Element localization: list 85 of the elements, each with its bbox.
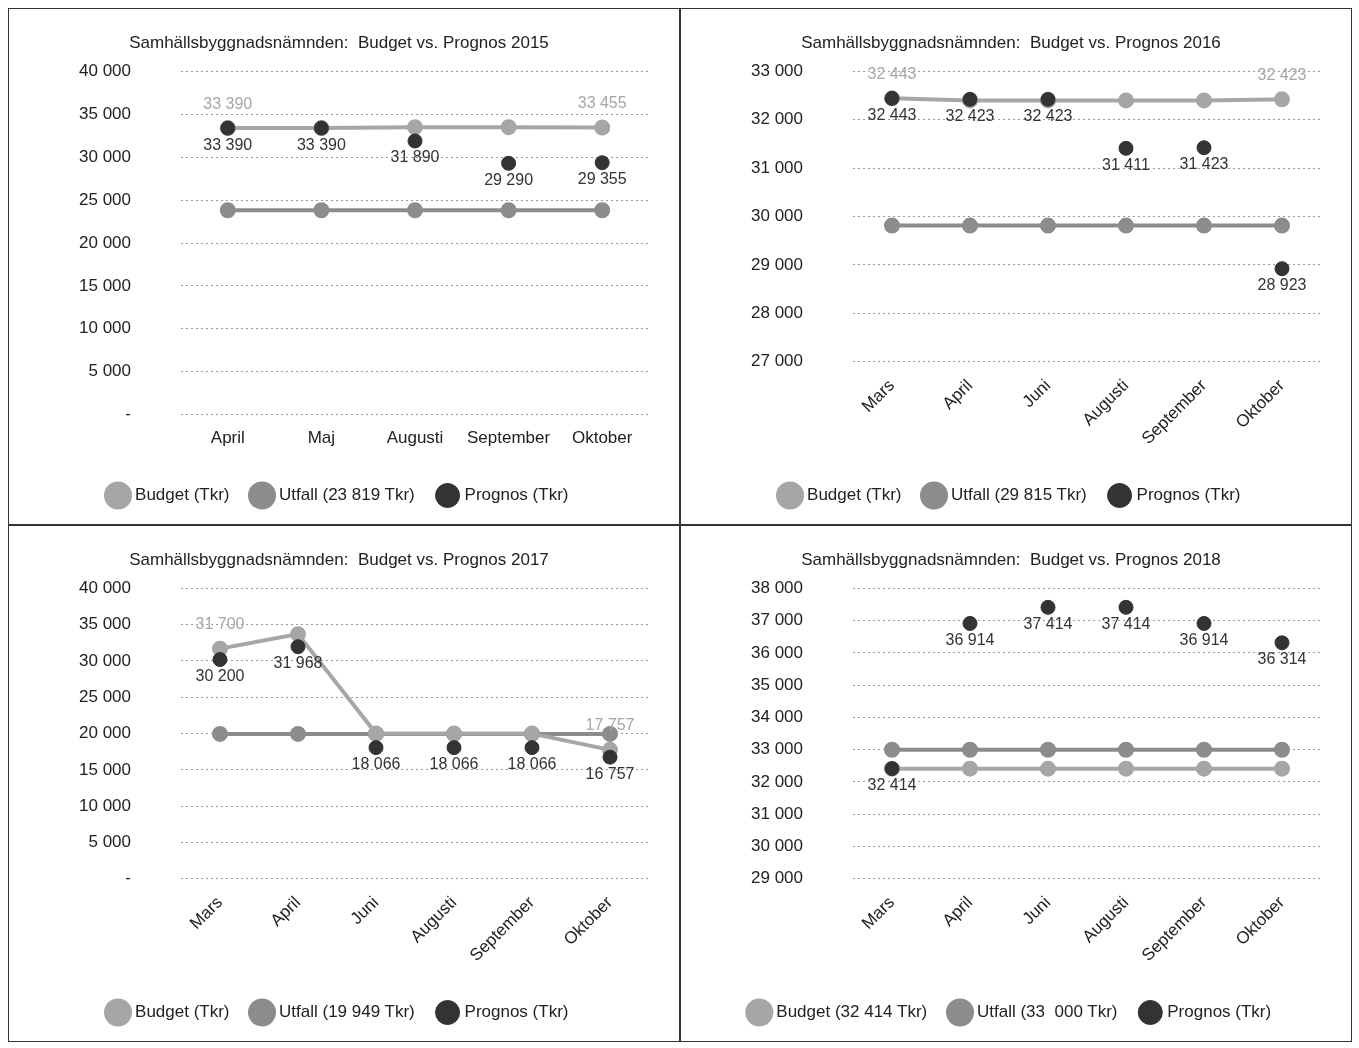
y-tick-label: 35 000: [751, 674, 803, 694]
y-tick-label: 25 000: [79, 189, 131, 209]
data-label: 18 066: [351, 755, 401, 773]
x-tick-label: April: [210, 428, 245, 448]
y-tick-label: 37 000: [751, 610, 803, 630]
y-tick-label: 10 000: [79, 795, 131, 815]
y-tick-label: 36 000: [751, 642, 803, 662]
y-tick-label: -: [125, 404, 131, 424]
legend-label: Prognos (Tkr): [464, 485, 569, 505]
data-label: 18 066: [429, 755, 479, 773]
y-tick-label: 33 000: [751, 61, 803, 81]
y-tick-label: 40 000: [79, 61, 131, 81]
legend-label: Budget (Tkr): [135, 1002, 230, 1022]
legend-label: Utfall (33 000 Tkr): [977, 1002, 1118, 1022]
data-label: 36 314: [1257, 650, 1307, 668]
y-tick-label: 31 000: [751, 803, 803, 823]
y-tick-label: 30 000: [751, 836, 803, 856]
y-tick-label: 34 000: [751, 707, 803, 727]
data-label: 32 423: [1257, 65, 1307, 83]
y-tick-label: 35 000: [79, 103, 131, 123]
data-label: 32 443: [867, 64, 917, 82]
legend-label: Utfall (19 949 Tkr): [279, 1002, 415, 1022]
y-tick-label: 31 000: [751, 157, 803, 177]
y-tick-label: 29 000: [751, 254, 803, 274]
data-label: 31 890: [390, 148, 440, 166]
y-tick-label: -: [125, 868, 131, 888]
y-tick-label: 35 000: [79, 614, 131, 634]
data-label: 36 914: [1179, 630, 1229, 648]
data-label: 32 443: [867, 105, 917, 123]
y-tick-label: 28 000: [751, 303, 803, 323]
y-tick-label: 40 000: [79, 578, 131, 598]
legend-label: Budget (Tkr): [135, 485, 230, 505]
data-label: 16 757: [585, 764, 635, 782]
data-label: 29 355: [577, 170, 627, 188]
chart-title: Samhällsbyggnadsnämnden: Budget vs. Prognos 2017: [129, 549, 549, 569]
data-label: 33 390: [203, 94, 253, 112]
y-tick-label: 20 000: [79, 232, 131, 252]
chart-title: Samhällsbyggnadsnämnden: Budget vs. Prognos 2016: [801, 32, 1221, 52]
legend-label: Utfall (23 819 Tkr): [279, 485, 415, 505]
chart-title: Samhällsbyggnadsnämnden: Budget vs. Prognos 2018: [801, 549, 1221, 569]
legend-label: Budget (Tkr): [807, 485, 902, 505]
legend-label: Prognos (Tkr): [464, 1002, 569, 1022]
data-label: 32 423: [945, 106, 995, 124]
y-tick-label: 32 000: [751, 109, 803, 129]
x-tick-label: Maj: [307, 428, 336, 448]
data-label: 33 390: [203, 135, 253, 153]
legend-label: Budget (32 414 Tkr): [776, 1002, 928, 1022]
y-tick-label: 15 000: [79, 759, 131, 779]
chart-title: Samhällsbyggnadsnämnden: Budget vs. Prognos 2015: [129, 32, 549, 52]
x-tick-label: Oktober: [571, 428, 633, 448]
data-label: 31 968: [273, 654, 323, 672]
data-label: 37 414: [1023, 614, 1073, 632]
y-tick-label: 30 000: [79, 650, 131, 670]
y-tick-label: 5 000: [88, 361, 131, 381]
y-tick-label: 25 000: [79, 686, 131, 706]
x-tick-label: September: [467, 428, 551, 448]
y-tick-label: 30 000: [79, 146, 131, 166]
y-tick-label: 5 000: [88, 832, 131, 852]
data-label: 33 455: [577, 93, 627, 111]
data-label: 31 700: [195, 615, 245, 633]
y-tick-label: 30 000: [751, 206, 803, 226]
y-tick-label: 27 000: [751, 351, 803, 371]
data-label: 18 066: [507, 755, 557, 773]
legend-label: Prognos (Tkr): [1167, 1002, 1272, 1022]
y-tick-label: 33 000: [751, 739, 803, 759]
data-label: 29 290: [484, 170, 534, 188]
data-label: 28 923: [1257, 276, 1307, 294]
x-tick-label: Augusti: [386, 428, 444, 448]
y-tick-label: 15 000: [79, 275, 131, 295]
data-label: 30 200: [195, 666, 245, 684]
data-label: 32 423: [1023, 106, 1073, 124]
legend-label: Prognos (Tkr): [1136, 485, 1241, 505]
data-label: 33 390: [296, 135, 346, 153]
data-label: 37 414: [1101, 614, 1151, 632]
data-label: 31 411: [1102, 155, 1150, 173]
data-label: 17 757: [585, 716, 635, 734]
data-label: 32 414: [867, 776, 917, 794]
data-label: 36 914: [945, 630, 995, 648]
y-tick-label: 10 000: [79, 318, 131, 338]
y-tick-label: 38 000: [751, 578, 803, 598]
y-tick-label: 29 000: [751, 868, 803, 888]
legend-label: Utfall (29 815 Tkr): [951, 485, 1087, 505]
y-tick-label: 32 000: [751, 771, 803, 791]
y-tick-label: 20 000: [79, 723, 131, 743]
data-label: 31 423: [1179, 155, 1229, 173]
